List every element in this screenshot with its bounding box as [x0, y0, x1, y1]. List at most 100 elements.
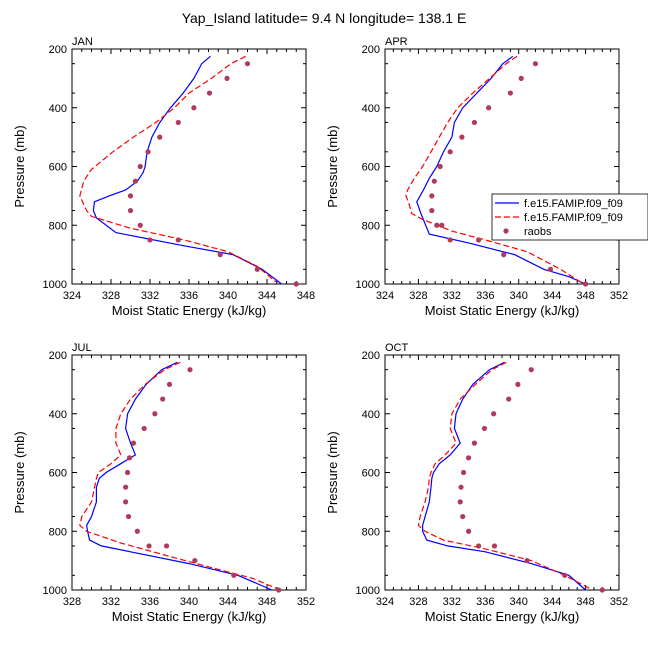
data-point-raobs [459, 134, 465, 140]
x-tick-label: 324 [376, 596, 394, 608]
y-tick-label: 200 [49, 44, 67, 56]
data-point-raobs [124, 469, 131, 476]
x-tick-label: 328 [409, 290, 427, 302]
data-point-raobs [163, 543, 170, 549]
data-point-raobs [465, 455, 472, 461]
data-point-raobs [123, 484, 129, 490]
series-line-model-solid [422, 361, 586, 591]
y-tick-label: 200 [362, 350, 380, 362]
x-tick-label: 352 [610, 596, 628, 608]
data-point-raobs [582, 281, 589, 287]
x-tick-label: 332 [443, 290, 461, 302]
data-point-raobs [562, 572, 568, 578]
data-point-raobs [506, 396, 512, 402]
y-tick-label: 1000 [356, 585, 380, 597]
data-point-raobs [547, 266, 554, 272]
data-point-raobs [486, 105, 492, 111]
y-tick-label: 600 [362, 468, 380, 480]
x-tick-label: 348 [576, 290, 594, 302]
data-point-raobs [206, 90, 213, 96]
series-line-model-dashed [79, 361, 278, 590]
x-axis-label: Moist Static Energy (kJ/kg) [112, 609, 267, 624]
data-point-raobs [434, 222, 440, 228]
data-point-raobs [501, 252, 507, 258]
x-tick-label: 336 [141, 596, 159, 608]
data-point-raobs [293, 281, 299, 287]
panel-title: APR [385, 36, 408, 48]
x-tick-label: 344 [219, 596, 237, 608]
x-tick-label: 332 [141, 290, 159, 302]
x-tick-label: 340 [180, 596, 198, 608]
x-tick-label: 336 [476, 596, 494, 608]
x-axis-label: Moist Static Energy (kJ/kg) [425, 303, 580, 318]
data-point-raobs [141, 425, 147, 432]
series-line-model-solid [416, 55, 586, 285]
data-point-raobs [147, 237, 153, 243]
x-tick-label: 328 [63, 596, 81, 608]
y-tick-label: 200 [362, 44, 380, 56]
data-point-raobs [175, 119, 181, 126]
data-point-raobs [458, 484, 464, 490]
x-tick-label: 352 [610, 290, 628, 302]
data-point-raobs [465, 528, 472, 534]
series-line-model-dashed [79, 55, 278, 283]
data-point-raobs [460, 513, 466, 520]
legend-marker-raobs [503, 228, 509, 234]
data-point-raobs [134, 528, 140, 534]
data-point-raobs [476, 543, 482, 549]
data-point-raobs [457, 499, 463, 505]
data-point-raobs [515, 381, 521, 387]
x-tick-label: 340 [510, 290, 528, 302]
data-point-raobs [471, 119, 478, 126]
data-point-raobs [127, 207, 134, 214]
data-point-raobs [447, 149, 453, 155]
y-tick-label: 400 [49, 409, 67, 421]
y-tick-label: 1000 [43, 279, 67, 291]
data-point-raobs [507, 90, 513, 96]
x-tick-label: 348 [258, 596, 276, 608]
data-point-raobs [160, 396, 166, 402]
data-point-raobs [460, 469, 467, 476]
data-point-raobs [152, 411, 158, 417]
x-tick-label: 344 [258, 290, 276, 302]
data-point-raobs [491, 543, 498, 549]
data-point-raobs [166, 381, 173, 387]
data-point-raobs [431, 178, 437, 184]
x-tick-label: 340 [219, 290, 237, 302]
data-point-raobs [244, 61, 251, 67]
data-point-raobs [532, 61, 539, 67]
x-tick-label: 340 [510, 596, 528, 608]
panel-title: JUL [72, 342, 92, 354]
legend-label: f.e15.FAMIP.f09_f09 [524, 198, 623, 210]
data-point-raobs [224, 75, 230, 81]
data-point-raobs [476, 237, 482, 243]
figure-title: Yap_Island latitude= 9.4 N longitude= 13… [182, 10, 467, 26]
legend: f.e15.FAMIP.f09_f09 f.e15.FAMIP.f09_f09ra… [491, 193, 648, 241]
data-point-raobs [524, 558, 530, 564]
y-tick-label: 1000 [43, 585, 67, 597]
x-axis-label: Moist Static Energy (kJ/kg) [112, 303, 267, 318]
y-tick-label: 800 [362, 220, 380, 232]
y-tick-label: 400 [362, 103, 380, 115]
data-point-raobs [231, 572, 237, 578]
series-line-model-dashed [417, 361, 591, 590]
x-axis-label: Moist Static Energy (kJ/kg) [425, 609, 580, 624]
y-tick-label: 800 [362, 526, 380, 538]
panel-title: JAN [72, 36, 93, 48]
data-point-raobs [528, 367, 534, 373]
panel-title: OCT [385, 342, 409, 354]
legend-label: raobs [524, 226, 552, 238]
x-tick-label: 348 [576, 596, 594, 608]
data-point-raobs [123, 499, 129, 505]
data-point-raobs [518, 75, 524, 81]
x-tick-label: 348 [297, 290, 315, 302]
data-point-raobs [192, 558, 198, 564]
x-tick-label: 344 [543, 596, 561, 608]
x-tick-label: 332 [443, 596, 461, 608]
